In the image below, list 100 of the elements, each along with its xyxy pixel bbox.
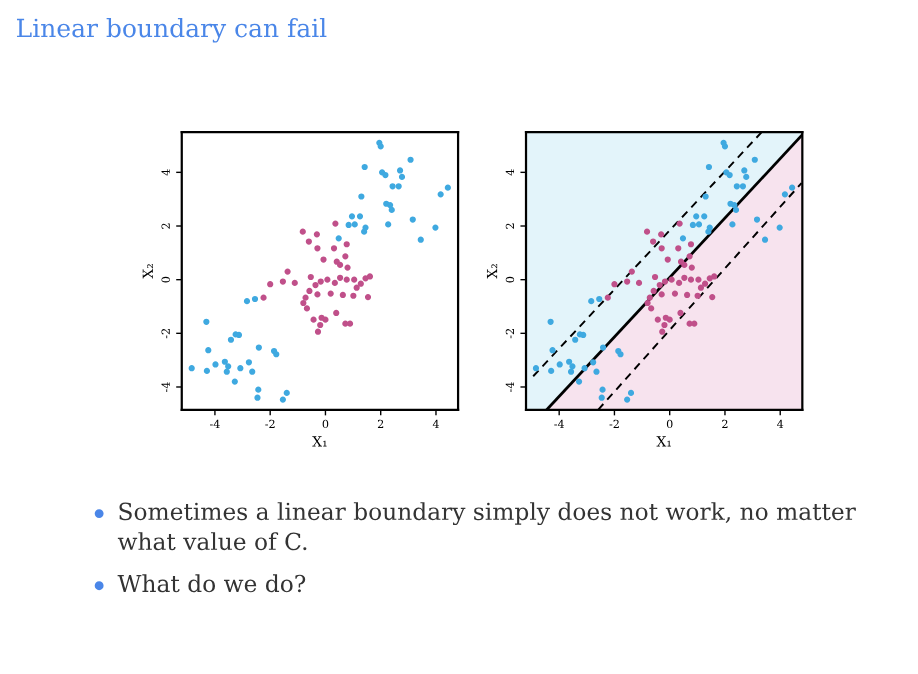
- point: [188, 365, 195, 372]
- point: [646, 294, 653, 301]
- point: [444, 184, 451, 191]
- chart-title: Linear boundary can fail: [16, 18, 327, 43]
- point: [237, 365, 244, 372]
- point: [761, 236, 769, 243]
- point: [729, 221, 736, 228]
- point: [624, 396, 631, 403]
- point: [267, 281, 274, 288]
- point: [593, 368, 600, 375]
- point: [693, 213, 700, 220]
- text: Sometimes a linear boundary simply does not work, no matter what value of C.: [117, 502, 856, 551]
- point: [312, 281, 319, 289]
- point: [203, 318, 210, 325]
- point: [279, 278, 286, 285]
- point: [556, 361, 563, 368]
- point: [572, 336, 579, 343]
- point: [581, 365, 588, 372]
- point: [732, 206, 740, 214]
- point: [279, 396, 286, 403]
- point: [596, 295, 603, 303]
- point: [432, 224, 439, 231]
- point: [356, 213, 364, 220]
- point: [658, 231, 665, 238]
- point: [333, 309, 340, 317]
- point: [284, 268, 291, 275]
- point: [351, 276, 358, 283]
- point: [547, 318, 554, 325]
- point: [299, 228, 306, 235]
- point: [654, 316, 661, 323]
- point: [362, 275, 369, 282]
- point: [327, 290, 334, 297]
- point: [688, 264, 695, 271]
- point: [689, 221, 697, 229]
- point: [702, 193, 709, 200]
- point: [695, 276, 702, 283]
- point: [313, 231, 320, 238]
- point: [566, 358, 573, 365]
- point: [549, 347, 556, 354]
- point: [221, 358, 228, 365]
- point: [306, 287, 313, 295]
- point: [643, 228, 651, 235]
- point: [743, 173, 750, 181]
- point: [310, 316, 317, 323]
- point: [343, 241, 350, 248]
- point: [695, 221, 703, 228]
- point: [599, 386, 606, 393]
- point: [342, 253, 349, 260]
- point: [398, 173, 406, 181]
- point: [254, 394, 261, 401]
- point: [342, 320, 349, 327]
- point: [225, 363, 232, 370]
- point: [223, 368, 230, 375]
- point: [317, 278, 324, 285]
- point: [227, 336, 235, 343]
- point: [245, 359, 253, 366]
- point: [548, 367, 555, 374]
- point: [658, 245, 665, 252]
- point: [575, 378, 583, 385]
- point: [739, 183, 747, 190]
- point: [635, 279, 643, 286]
- point: [251, 295, 259, 303]
- point: [314, 291, 321, 298]
- point: [291, 279, 298, 286]
- point: [300, 299, 307, 307]
- point: [705, 163, 713, 171]
- point: [407, 156, 414, 163]
- point: [343, 276, 350, 283]
- point: [648, 305, 655, 312]
- point: [701, 213, 708, 220]
- point: [691, 320, 698, 327]
- point: [335, 235, 342, 242]
- point: [776, 224, 783, 231]
- point: [320, 256, 327, 263]
- point: [590, 359, 597, 366]
- point: [231, 378, 238, 385]
- point: [781, 191, 789, 198]
- point: [260, 294, 267, 301]
- point: [324, 276, 331, 283]
- point: [305, 238, 312, 245]
- point: [348, 213, 356, 220]
- point: [694, 292, 701, 299]
- point: [350, 292, 357, 299]
- point: [317, 321, 324, 329]
- point: [331, 279, 338, 286]
- point: [302, 294, 309, 301]
- point: [675, 245, 682, 252]
- point: [741, 167, 748, 174]
- point: [644, 299, 651, 307]
- point: [314, 328, 322, 335]
- point: [532, 365, 540, 372]
- point: [671, 290, 679, 297]
- point: [651, 273, 659, 281]
- point: [569, 363, 576, 370]
- point: [345, 221, 352, 229]
- point: [624, 278, 631, 285]
- point: [336, 274, 344, 281]
- point: [650, 238, 657, 245]
- point: [687, 276, 695, 283]
- point: [358, 193, 365, 200]
